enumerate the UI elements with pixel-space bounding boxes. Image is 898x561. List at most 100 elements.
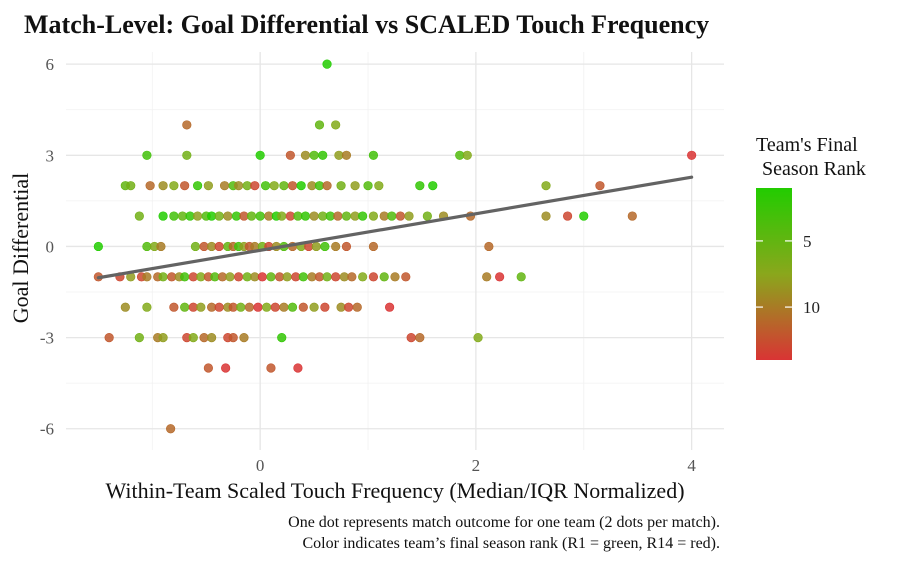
data-point	[158, 181, 168, 191]
data-point	[169, 211, 179, 221]
data-point	[142, 272, 152, 282]
data-point	[126, 181, 136, 191]
data-point	[287, 181, 298, 191]
y-tick-label: -6	[40, 420, 54, 439]
data-point	[169, 181, 179, 191]
data-point	[279, 181, 289, 191]
data-point	[219, 181, 230, 191]
data-point	[595, 181, 605, 191]
data-point	[255, 211, 265, 221]
data-point	[196, 302, 206, 312]
data-point	[134, 211, 144, 221]
data-point	[142, 150, 152, 160]
data-point	[287, 302, 298, 312]
data-point	[158, 332, 168, 343]
data-point	[401, 272, 411, 282]
legend-tick-label: 10	[803, 298, 820, 317]
data-point	[296, 181, 306, 191]
data-point	[260, 181, 271, 191]
data-point	[344, 302, 354, 312]
data-point	[182, 150, 192, 160]
legend-title-line1: Team's Final	[756, 134, 858, 156]
data-point	[180, 181, 190, 191]
data-point	[282, 272, 292, 282]
data-point	[214, 241, 224, 252]
data-point	[627, 211, 637, 221]
data-point	[169, 302, 179, 312]
data-point	[309, 150, 319, 160]
data-point	[228, 332, 238, 343]
data-point	[562, 211, 573, 221]
data-point	[233, 272, 244, 282]
data-point	[166, 424, 176, 434]
data-point	[244, 302, 254, 312]
data-point	[516, 272, 526, 282]
data-point	[225, 272, 235, 282]
legend-colorbar	[756, 188, 792, 360]
data-point	[214, 211, 224, 221]
data-point	[182, 120, 192, 130]
data-point	[293, 363, 303, 373]
data-point	[347, 272, 357, 282]
data-point	[236, 302, 246, 312]
data-point	[320, 302, 330, 312]
data-point	[203, 363, 213, 373]
data-point	[142, 302, 152, 312]
data-point	[385, 302, 395, 312]
data-point	[473, 332, 483, 343]
data-point	[253, 302, 263, 312]
data-point	[270, 302, 280, 312]
data-point	[190, 241, 201, 252]
data-point	[331, 272, 341, 282]
data-point	[250, 181, 260, 191]
y-tick-label: 0	[46, 237, 55, 256]
data-point	[341, 150, 352, 160]
data-point	[320, 241, 330, 252]
data-point	[180, 272, 190, 282]
data-point	[180, 302, 190, 312]
data-point	[406, 332, 416, 343]
data-point	[368, 272, 379, 282]
data-point	[298, 302, 308, 312]
data-point	[495, 272, 505, 282]
data-point	[298, 272, 308, 282]
data-point	[428, 181, 438, 191]
data-point	[214, 302, 224, 312]
data-point	[104, 332, 114, 343]
data-point	[350, 181, 360, 191]
data-point	[134, 332, 144, 343]
data-point	[233, 181, 244, 191]
trend-line	[96, 175, 694, 280]
data-point	[314, 120, 325, 130]
data-point	[579, 211, 589, 221]
legend-ticks: 5 10	[756, 232, 820, 317]
data-point	[363, 181, 373, 191]
data-point	[333, 211, 343, 221]
data-point	[358, 272, 368, 282]
data-point	[336, 181, 346, 191]
data-point	[422, 211, 432, 221]
caption-line-2: Color indicates team’s final season rank…	[303, 535, 721, 552]
data-point	[262, 302, 272, 312]
legend-title-line2: Season Rank	[762, 158, 866, 180]
data-point	[322, 59, 332, 69]
x-axis-title: Within-Team Scaled Touch Frequency (Medi…	[105, 478, 684, 503]
data-point	[687, 150, 697, 160]
data-point	[300, 150, 311, 160]
data-point	[266, 363, 276, 373]
data-point	[462, 150, 472, 160]
data-point	[322, 181, 332, 191]
data-point	[404, 211, 414, 221]
data-point	[156, 241, 166, 252]
data-point	[368, 241, 379, 252]
data-point	[93, 241, 103, 252]
data-point	[158, 272, 168, 282]
data-point	[223, 211, 233, 221]
data-point	[255, 150, 265, 160]
data-point	[341, 211, 352, 221]
data-point	[145, 181, 155, 191]
x-tick-label: 0	[256, 456, 265, 475]
data-point	[193, 211, 203, 221]
data-point	[300, 211, 311, 221]
